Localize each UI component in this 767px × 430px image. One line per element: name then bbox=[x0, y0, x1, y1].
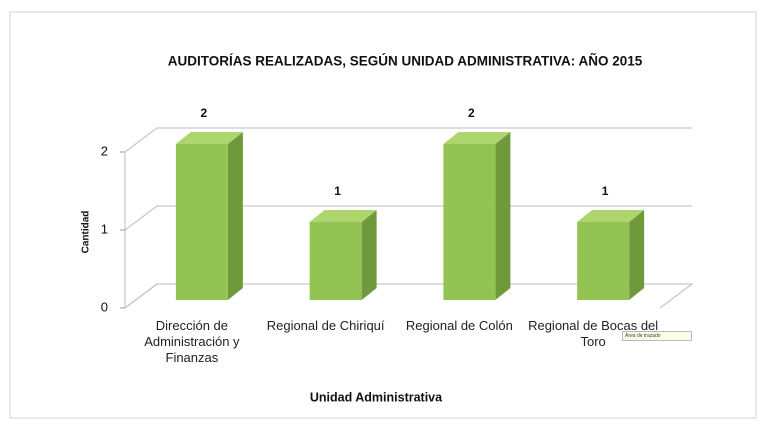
x-tick-label: Regional de Colón bbox=[405, 318, 513, 333]
bar-top bbox=[577, 210, 645, 222]
bar-side bbox=[495, 132, 511, 300]
bar-side bbox=[629, 210, 645, 300]
y-axis-label: Cantidad bbox=[81, 211, 92, 254]
tooltip: Área de trazado bbox=[622, 331, 692, 341]
bar-top bbox=[443, 132, 511, 144]
x-tick-label-box: Regional de Colón bbox=[405, 318, 513, 333]
y-tick-label: 1 bbox=[101, 221, 108, 236]
x-tick-label-box: Dirección de Administración y Finanzas bbox=[144, 318, 240, 365]
x-tick-label-box: Regional de Chiriquí bbox=[266, 318, 385, 333]
bar-front bbox=[577, 222, 630, 300]
y-tick-label: 0 bbox=[101, 299, 108, 314]
grid-line bbox=[124, 283, 692, 309]
bar-front bbox=[175, 144, 228, 300]
bar-front bbox=[443, 144, 496, 300]
x-tick-label: Dirección de Administración y Finanzas bbox=[144, 318, 240, 365]
value-label: 2 bbox=[201, 106, 208, 120]
x-tick-label: Regional de Chiriquí bbox=[266, 318, 385, 333]
y-tick-label: 2 bbox=[101, 143, 108, 158]
grid-line bbox=[124, 205, 692, 231]
grid-line bbox=[124, 127, 692, 153]
bar bbox=[175, 132, 243, 300]
bar bbox=[309, 210, 377, 300]
x-axis-label: Unidad Administrativa bbox=[310, 390, 443, 404]
tooltip-box: Área de trazado bbox=[622, 331, 692, 341]
bar bbox=[577, 210, 645, 300]
bar-front bbox=[309, 222, 362, 300]
x-tick-label: Regional de Bocas del Toro bbox=[528, 318, 659, 349]
bar-top bbox=[175, 132, 243, 144]
value-label: 1 bbox=[334, 184, 341, 198]
bar-top bbox=[309, 210, 377, 222]
chart-title: AUDITORÍAS REALIZADAS, SEGÚN UNIDAD ADMI… bbox=[168, 54, 643, 69]
value-label: 1 bbox=[602, 184, 609, 198]
bar-side bbox=[361, 210, 377, 300]
value-label: 2 bbox=[468, 106, 475, 120]
bar-side bbox=[227, 132, 243, 300]
x-tick-label-box: Regional de Bocas del Toro bbox=[528, 318, 659, 349]
bar bbox=[443, 132, 511, 300]
